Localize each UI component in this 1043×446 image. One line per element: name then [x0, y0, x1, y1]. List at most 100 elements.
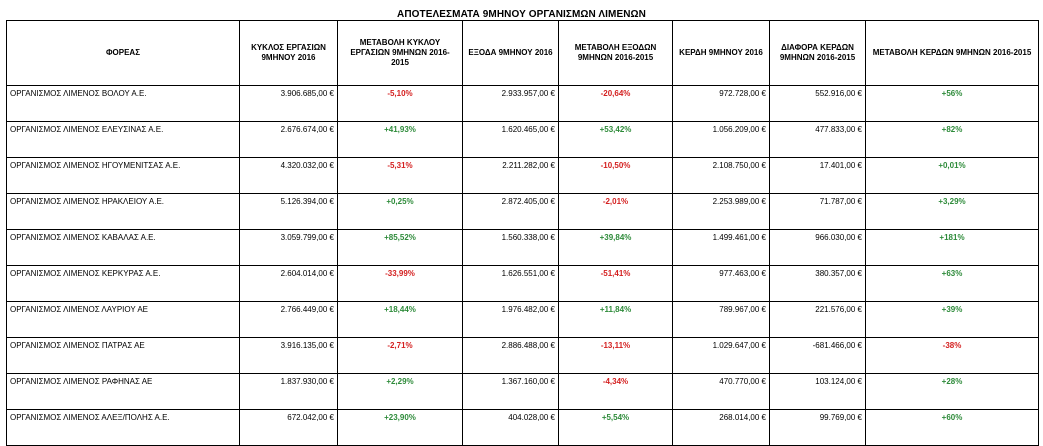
turnover-value: 2.604.014,00 € [239, 265, 338, 302]
expenses-value: 2.211.282,00 € [462, 157, 559, 194]
header-profit-change: ΜΕΤΑΒΟΛΗ ΚΕΡΔΩΝ 9ΜΗΝΩΝ 2016-2015 [865, 20, 1039, 86]
table-row: ΟΡΓΑΝΙΣΜΟΣ ΛΙΜΕΝΟΣ ΡΑΦΗΝΑΣ ΑΕ 1.837.930,… [6, 373, 1039, 410]
profit-change-value: +82% [865, 121, 1039, 158]
header-agency: ΦΟΡΕΑΣ [6, 20, 240, 86]
profit-change-value: +181% [865, 229, 1039, 266]
expenses-value: 1.626.551,00 € [462, 265, 559, 302]
profit-diff-value: -681.466,00 € [769, 337, 866, 374]
expenses-change-value: -4,34% [558, 373, 673, 410]
header-row: ΦΟΡΕΑΣ ΚΥΚΛΟΣ ΕΡΓΑΣΙΩΝ 9ΜΗΝΟΥ 2016 ΜΕΤΑΒ… [6, 20, 1039, 86]
turnover-value: 672.042,00 € [239, 409, 338, 446]
expenses-change-value: -51,41% [558, 265, 673, 302]
table-header: ΦΟΡΕΑΣ ΚΥΚΛΟΣ ΕΡΓΑΣΙΩΝ 9ΜΗΝΟΥ 2016 ΜΕΤΑΒ… [6, 20, 1039, 86]
expenses-value: 1.620.465,00 € [462, 121, 559, 158]
agency-name: ΟΡΓΑΝΙΣΜΟΣ ΛΙΜΕΝΟΣ ΠΑΤΡΑΣ ΑΕ [6, 337, 240, 374]
profit-diff-value: 552.916,00 € [769, 85, 866, 122]
results-table: ΦΟΡΕΑΣ ΚΥΚΛΟΣ ΕΡΓΑΣΙΩΝ 9ΜΗΝΟΥ 2016 ΜΕΤΑΒ… [6, 20, 1039, 446]
turnover-value: 3.906.685,00 € [239, 85, 338, 122]
agency-name: ΟΡΓΑΝΙΣΜΟΣ ΛΙΜΕΝΟΣ ΒΟΛΟΥ Α.Ε. [6, 85, 240, 122]
turnover-value: 3.916.135,00 € [239, 337, 338, 374]
turnover-value: 2.676.674,00 € [239, 121, 338, 158]
agency-name: ΟΡΓΑΝΙΣΜΟΣ ΛΙΜΕΝΟΣ ΚΕΡΚΥΡΑΣ Α.Ε. [6, 265, 240, 302]
expenses-change-value: -20,64% [558, 85, 673, 122]
profit-change-value: +0,01% [865, 157, 1039, 194]
turnover-change-value: +2,29% [337, 373, 463, 410]
table-row: ΟΡΓΑΝΙΣΜΟΣ ΛΙΜΕΝΟΣ ΕΛΕΥΣΙΝΑΣ Α.Ε. 2.676.… [6, 121, 1039, 158]
table-title: ΑΠΟΤΕΛΕΣΜΑΤΑ 9ΜΗΝΟΥ ΟΡΓΑΝΙΣΜΩΝ ΛΙΜΕΝΩΝ [397, 9, 646, 20]
profit-diff-value: 17.401,00 € [769, 157, 866, 194]
expenses-value: 404.028,00 € [462, 409, 559, 446]
profit-diff-value: 221.576,00 € [769, 301, 866, 338]
profit-change-value: +28% [865, 373, 1039, 410]
header-profit: ΚΕΡΔΗ 9ΜΗΝΟΥ 2016 [672, 20, 770, 86]
profit-value: 1.499.461,00 € [672, 229, 770, 266]
agency-name: ΟΡΓΑΝΙΣΜΟΣ ΛΙΜΕΝΟΣ ΛΑΥΡΙΟΥ ΑΕ [6, 301, 240, 338]
expenses-change-value: -13,11% [558, 337, 673, 374]
expenses-change-value: +11,84% [558, 301, 673, 338]
turnover-value: 5.126.394,00 € [239, 193, 338, 230]
expenses-change-value: +39,84% [558, 229, 673, 266]
table-body: ΟΡΓΑΝΙΣΜΟΣ ΛΙΜΕΝΟΣ ΒΟΛΟΥ Α.Ε. 3.906.685,… [6, 85, 1039, 446]
header-expenses-change: ΜΕΤΑΒΟΛΗ ΕΞΟΔΩΝ 9ΜΗΝΩΝ 2016-2015 [558, 20, 673, 86]
turnover-change-value: -5,31% [337, 157, 463, 194]
header-turnover: ΚΥΚΛΟΣ ΕΡΓΑΣΙΩΝ 9ΜΗΝΟΥ 2016 [239, 20, 338, 86]
agency-name: ΟΡΓΑΝΙΣΜΟΣ ΛΙΜΕΝΟΣ ΗΡΑΚΛΕΙΟΥ Α.Ε. [6, 193, 240, 230]
turnover-change-value: +41,93% [337, 121, 463, 158]
table-row: ΟΡΓΑΝΙΣΜΟΣ ΛΙΜΕΝΟΣ ΗΓΟΥΜΕΝΙΤΣΑΣ Α.Ε. 4.3… [6, 157, 1039, 194]
expenses-value: 1.367.160,00 € [462, 373, 559, 410]
expenses-change-value: +53,42% [558, 121, 673, 158]
turnover-change-value: -2,71% [337, 337, 463, 374]
expenses-value: 2.886.488,00 € [462, 337, 559, 374]
profit-value: 1.056.209,00 € [672, 121, 770, 158]
turnover-change-value: +0,25% [337, 193, 463, 230]
profit-value: 470.770,00 € [672, 373, 770, 410]
table-row: ΟΡΓΑΝΙΣΜΟΣ ΛΙΜΕΝΟΣ ΠΑΤΡΑΣ ΑΕ 3.916.135,0… [6, 337, 1039, 374]
agency-name: ΟΡΓΑΝΙΣΜΟΣ ΛΙΜΕΝΟΣ ΕΛΕΥΣΙΝΑΣ Α.Ε. [6, 121, 240, 158]
profit-value: 972.728,00 € [672, 85, 770, 122]
profit-value: 268.014,00 € [672, 409, 770, 446]
profit-value: 2.253.989,00 € [672, 193, 770, 230]
table-row: ΟΡΓΑΝΙΣΜΟΣ ΛΙΜΕΝΟΣ ΗΡΑΚΛΕΙΟΥ Α.Ε. 5.126.… [6, 193, 1039, 230]
agency-name: ΟΡΓΑΝΙΣΜΟΣ ΛΙΜΕΝΟΣ ΗΓΟΥΜΕΝΙΤΣΑΣ Α.Ε. [6, 157, 240, 194]
turnover-value: 4.320.032,00 € [239, 157, 338, 194]
profit-value: 2.108.750,00 € [672, 157, 770, 194]
table-row: ΟΡΓΑΝΙΣΜΟΣ ΛΙΜΕΝΟΣ ΚΑΒΑΛΑΣ Α.Ε. 3.059.79… [6, 229, 1039, 266]
expenses-value: 2.872.405,00 € [462, 193, 559, 230]
turnover-change-value: -33,99% [337, 265, 463, 302]
expenses-value: 1.976.482,00 € [462, 301, 559, 338]
profit-diff-value: 966.030,00 € [769, 229, 866, 266]
profit-diff-value: 380.357,00 € [769, 265, 866, 302]
profit-change-value: +60% [865, 409, 1039, 446]
profit-value: 1.029.647,00 € [672, 337, 770, 374]
agency-name: ΟΡΓΑΝΙΣΜΟΣ ΛΙΜΕΝΟΣ ΡΑΦΗΝΑΣ ΑΕ [6, 373, 240, 410]
profit-diff-value: 103.124,00 € [769, 373, 866, 410]
turnover-value: 2.766.449,00 € [239, 301, 338, 338]
turnover-change-value: -5,10% [337, 85, 463, 122]
profit-change-value: -38% [865, 337, 1039, 374]
profit-change-value: +3,29% [865, 193, 1039, 230]
profit-diff-value: 477.833,00 € [769, 121, 866, 158]
expenses-value: 2.933.957,00 € [462, 85, 559, 122]
table-row: ΟΡΓΑΝΙΣΜΟΣ ΛΙΜΕΝΟΣ ΛΑΥΡΙΟΥ ΑΕ 2.766.449,… [6, 301, 1039, 338]
header-turnover-change: ΜΕΤΑΒΟΛΗ ΚΥΚΛΟΥ ΕΡΓΑΣΙΩΝ 9ΜΗΝΩΝ 2016-201… [337, 20, 463, 86]
profit-value: 789.967,00 € [672, 301, 770, 338]
header-expenses: ΕΞΟΔΑ 9ΜΗΝΟΥ 2016 [462, 20, 559, 86]
expenses-change-value: -2,01% [558, 193, 673, 230]
turnover-change-value: +23,90% [337, 409, 463, 446]
expenses-value: 1.560.338,00 € [462, 229, 559, 266]
turnover-value: 1.837.930,00 € [239, 373, 338, 410]
profit-change-value: +63% [865, 265, 1039, 302]
profit-change-value: +39% [865, 301, 1039, 338]
turnover-change-value: +18,44% [337, 301, 463, 338]
turnover-change-value: +85,52% [337, 229, 463, 266]
table-row: ΟΡΓΑΝΙΣΜΟΣ ΛΙΜΕΝΟΣ ΚΕΡΚΥΡΑΣ Α.Ε. 2.604.0… [6, 265, 1039, 302]
agency-name: ΟΡΓΑΝΙΣΜΟΣ ΛΙΜΕΝΟΣ ΑΛΕΞ/ΠΟΛΗΣ Α.Ε. [6, 409, 240, 446]
agency-name: ΟΡΓΑΝΙΣΜΟΣ ΛΙΜΕΝΟΣ ΚΑΒΑΛΑΣ Α.Ε. [6, 229, 240, 266]
header-profit-diff: ΔΙΑΦΟΡΑ ΚΕΡΔΩΝ 9ΜΗΝΩΝ 2016-2015 [769, 20, 866, 86]
profit-diff-value: 71.787,00 € [769, 193, 866, 230]
profit-change-value: +56% [865, 85, 1039, 122]
table-row: ΟΡΓΑΝΙΣΜΟΣ ΛΙΜΕΝΟΣ ΑΛΕΞ/ΠΟΛΗΣ Α.Ε. 672.0… [6, 409, 1039, 446]
turnover-value: 3.059.799,00 € [239, 229, 338, 266]
profit-diff-value: 99.769,00 € [769, 409, 866, 446]
expenses-change-value: +5,54% [558, 409, 673, 446]
